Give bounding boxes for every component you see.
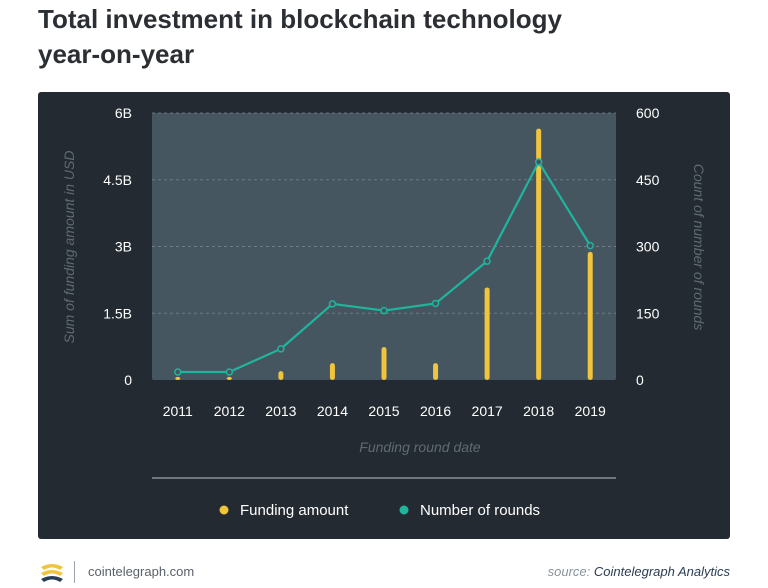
x-tick-label: 2012 <box>214 403 245 419</box>
footer-source: source: Cointelegraph Analytics <box>548 564 730 579</box>
chart-title: Total investment in blockchain technolog… <box>38 2 738 72</box>
point-rounds <box>328 300 337 308</box>
y-right-tick-label: 150 <box>636 305 660 321</box>
point-rounds <box>277 345 285 353</box>
y-right-tick-label: 600 <box>636 105 660 121</box>
y-right-axis-title: Count of number of rounds <box>691 164 707 331</box>
bar-funding <box>226 376 232 380</box>
bar-funding <box>175 376 181 380</box>
y-right-tick-label: 300 <box>636 239 660 255</box>
point-rounds <box>586 241 594 250</box>
x-tick-label: 2011 <box>163 403 193 419</box>
bar-funding <box>536 128 542 380</box>
bar-funding <box>329 363 335 380</box>
source-prefix: source: <box>547 564 591 579</box>
x-tick-label: 2017 <box>472 403 503 419</box>
point-rounds <box>225 368 234 376</box>
y-left-tick-label: 6B <box>115 105 132 121</box>
y-right-tick-label: 450 <box>636 172 660 188</box>
bar-funding <box>433 363 439 380</box>
legend-marker-funding <box>219 505 229 515</box>
source-name: Cointelegraph Analytics <box>593 564 730 579</box>
point-rounds <box>174 368 182 376</box>
point-rounds <box>483 257 491 265</box>
point-rounds <box>380 306 388 315</box>
x-tick-label: 2016 <box>420 403 451 419</box>
bar-funding <box>484 287 490 380</box>
y-right-tick-label: 0 <box>636 372 644 388</box>
combo-chart: 0 0 1.5B 150 3B 300 4.5B 450 6B 600 2011 2012 2013 20… <box>61 105 707 519</box>
legend-marker-rounds <box>399 505 409 515</box>
x-tick-label: 2018 <box>523 403 554 419</box>
bar-funding <box>381 347 387 380</box>
y-left-axis-title: Sum of funding amount in USD <box>61 151 77 344</box>
bar-funding <box>278 371 284 380</box>
chart-panel: 0 0 1.5B 150 3B 300 4.5B 450 6B 600 2011 2012 2013 20… <box>38 92 730 539</box>
point-rounds <box>534 158 543 166</box>
x-tick-label: 2014 <box>317 403 348 419</box>
legend-label-funding: Funding amount <box>240 502 349 519</box>
y-left-tick-label: 3B <box>115 239 132 255</box>
title-line-2: year-on-year <box>38 39 195 69</box>
y-left-tick-label: 0 <box>124 372 132 388</box>
x-tick-label: 2019 <box>575 403 606 419</box>
point-rounds <box>431 299 440 308</box>
x-tick-label: 2015 <box>368 403 399 419</box>
y-left-tick-label: 4.5B <box>103 172 132 188</box>
title-line-1: Total investment in blockchain technolog… <box>38 4 562 34</box>
legend-label-rounds: Number of rounds <box>420 502 540 519</box>
x-tick-label: 2013 <box>265 403 296 419</box>
plot-area <box>152 113 616 380</box>
cointelegraph-logo-icon <box>41 564 63 582</box>
y-left-tick-label: 1.5B <box>103 305 132 321</box>
footer-divider <box>74 561 75 583</box>
x-axis-title: Funding round date <box>359 439 481 455</box>
footer-domain[interactable]: cointelegraph.com <box>88 564 195 579</box>
bar-funding <box>587 251 593 380</box>
